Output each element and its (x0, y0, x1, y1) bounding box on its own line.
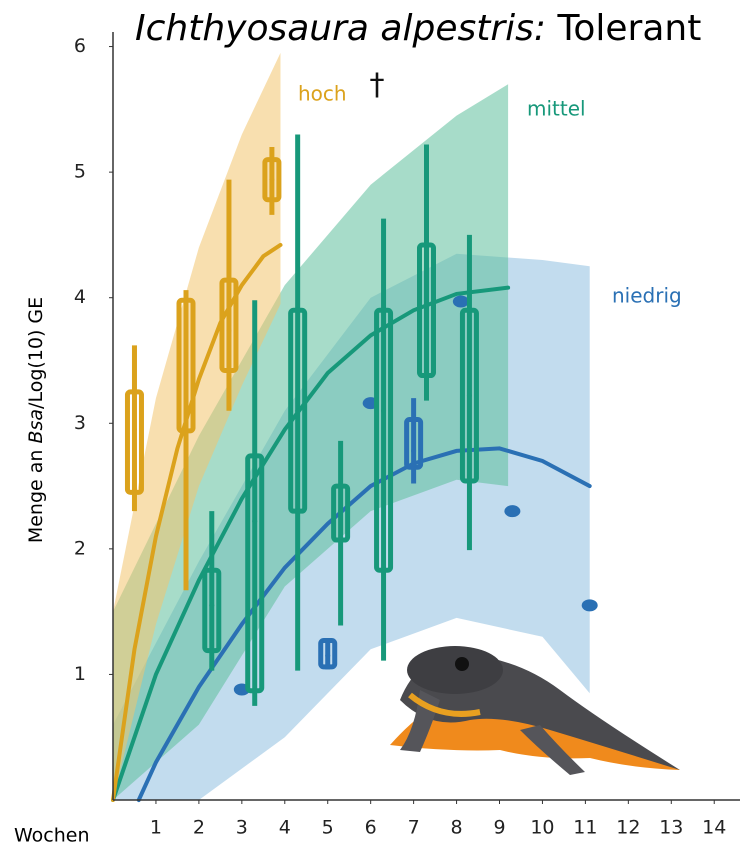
newt-image (390, 646, 680, 775)
y-tick-label: 6 (74, 35, 86, 57)
point (504, 505, 520, 517)
title-status: Tolerant (557, 8, 702, 49)
y-tick-label: 1 (74, 663, 86, 685)
series-label: niedrig (612, 284, 682, 308)
median (226, 328, 231, 333)
series-label: mittel (527, 97, 586, 121)
median (209, 603, 214, 608)
x-tick-label: 8 (451, 817, 463, 839)
x-tick-label: 6 (365, 817, 377, 839)
x-axis-label: Wochen (14, 825, 90, 847)
y-label-part: Menge an (25, 444, 47, 544)
x-tick-label: 12 (616, 817, 640, 839)
median (424, 328, 429, 333)
y-tick-label: 2 (74, 537, 86, 559)
median (184, 338, 189, 343)
median (338, 509, 343, 514)
median (132, 427, 137, 432)
median (295, 408, 300, 413)
median (269, 177, 274, 182)
series-label: hoch (298, 82, 347, 106)
y-tick-label: 5 (74, 161, 86, 183)
x-tick-label: 9 (493, 817, 505, 839)
median (325, 653, 330, 658)
y-label-part: /Log(10) GE (25, 297, 47, 409)
x-tick-label: 4 (279, 817, 291, 839)
median (467, 393, 472, 398)
annotation: † (370, 68, 385, 103)
y-label-part: Bsa (25, 409, 47, 444)
x-tick-label: 14 (702, 817, 726, 839)
median (411, 448, 416, 453)
x-tick-label: 11 (573, 817, 597, 839)
x-tick-label: 7 (408, 817, 420, 839)
chart-title: Ichthyosaura alpestris: Tolerant (135, 8, 701, 49)
point (582, 599, 598, 611)
x-tick-label: 5 (322, 817, 334, 839)
x-tick-label: 1 (150, 817, 162, 839)
y-axis-label: Menge an Bsa/Log(10) GE (25, 297, 47, 543)
chart: Ichthyosaura alpestris: Tolerant Menge a… (0, 0, 744, 853)
x-tick-label: 3 (236, 817, 248, 839)
point (453, 295, 469, 307)
y-tick-label: 3 (74, 412, 86, 434)
x-tick-label: 10 (530, 817, 554, 839)
median (381, 408, 386, 413)
x-tick-label: 2 (193, 817, 205, 839)
y-tick-label: 4 (74, 286, 86, 308)
median (252, 519, 257, 524)
title-species: Ichthyosaura alpestris: (135, 8, 546, 49)
x-tick-label: 13 (659, 817, 683, 839)
